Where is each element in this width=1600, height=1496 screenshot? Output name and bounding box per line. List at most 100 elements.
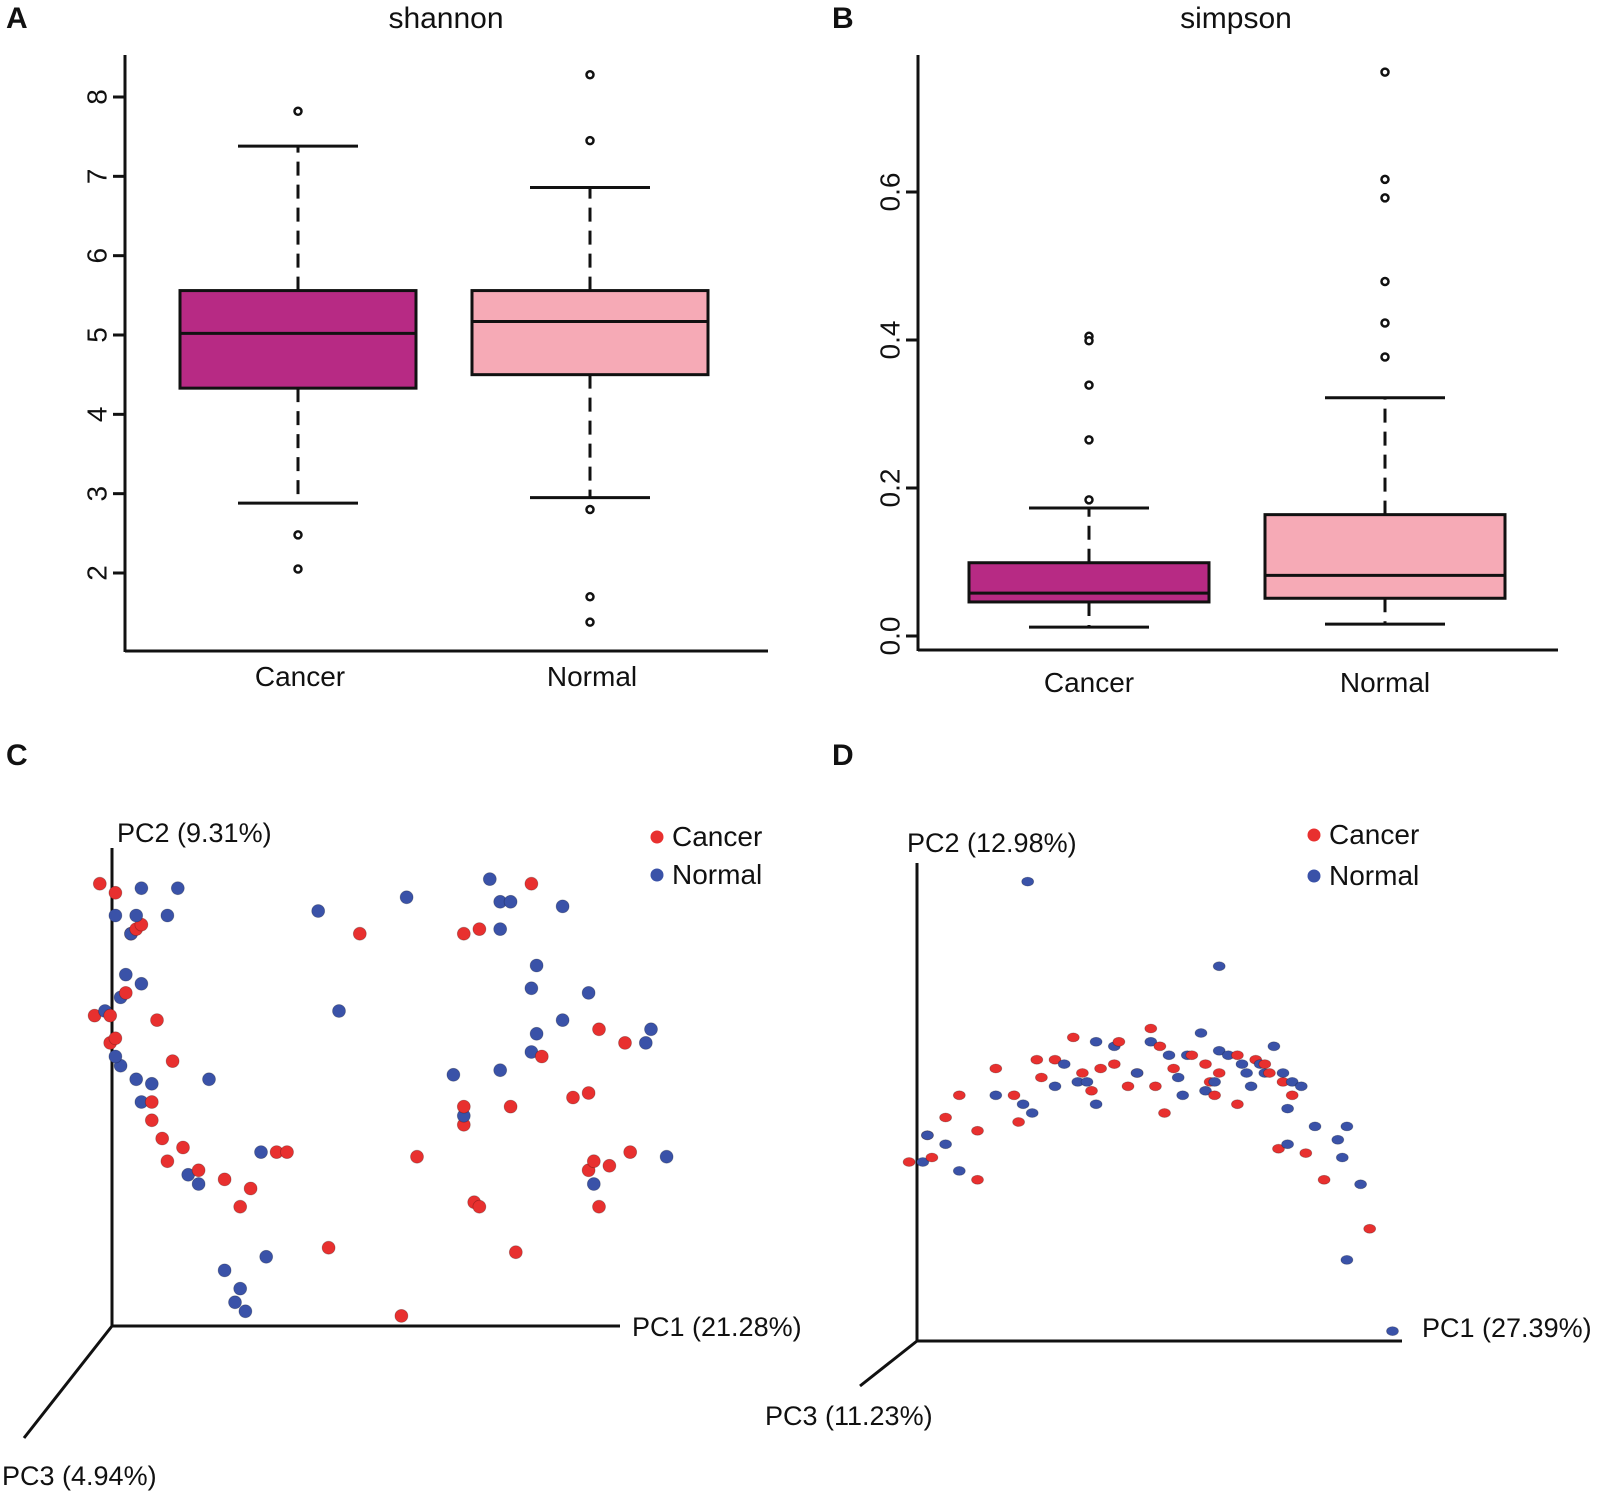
pcoa-c-point-cancer xyxy=(410,1149,424,1164)
pcoa-c-point-normal xyxy=(529,1026,544,1041)
pcoa-d-point-normal xyxy=(939,1139,952,1150)
shannon-cancer-outlier xyxy=(293,106,303,117)
pcoa-c-point-cancer xyxy=(155,1131,170,1146)
shannon-category-normal: Normal xyxy=(547,661,637,692)
simpson-normal-outlier xyxy=(1380,174,1390,185)
pcoa-d-point-cancer xyxy=(1185,1050,1199,1061)
simpson-ytick-label: 0.2 xyxy=(875,469,906,508)
pcoa-c-point-normal xyxy=(217,1263,232,1278)
pcoa-d-point-cancer xyxy=(1007,1090,1021,1101)
pcoa-c-point-normal xyxy=(170,881,185,896)
shannon-normal-outlier xyxy=(585,135,595,146)
pcoa-c-point-cancer xyxy=(233,1199,248,1214)
legend-d-cancer-marker xyxy=(1307,828,1321,842)
pcoa-c-point-normal xyxy=(108,908,123,923)
pcoa-c-point-cancer xyxy=(592,1022,606,1037)
pcoa-c-point-cancer xyxy=(581,1086,596,1100)
shannon-boxplot: shannon 2 3 4 5 6 7 8 Cancer Normal xyxy=(82,2,768,692)
pcoa-c-point-cancer xyxy=(623,1145,638,1159)
pcoa-d-z-axis xyxy=(859,1339,918,1388)
pcoa-d-point-cancer xyxy=(1158,1108,1171,1118)
shannon-title: shannon xyxy=(388,2,503,35)
pcoa-d-point-normal xyxy=(1340,1255,1354,1265)
pcoa-d-point-cancer xyxy=(1363,1223,1377,1234)
pcoa-d-point-cancer xyxy=(1272,1143,1285,1154)
pcoa-c-point-normal xyxy=(399,890,414,905)
pcoa-c-point-normal xyxy=(228,1295,242,1310)
simpson-normal-outlier xyxy=(1380,67,1390,77)
pcoa-d-point-cancer xyxy=(1208,1090,1221,1101)
pcoa-d-point-cancer xyxy=(1149,1081,1162,1092)
shannon-cancer-outlier xyxy=(293,530,303,540)
pcoa-d-point-cancer xyxy=(971,1174,984,1185)
shannon-normal-outlier xyxy=(585,592,595,602)
pcoa-c-point-normal xyxy=(108,1049,123,1064)
pcoa-d-point-normal xyxy=(1386,1326,1399,1336)
pcoa-c-point-normal xyxy=(638,1036,653,1050)
pcoa-d-point-cancer xyxy=(1107,1059,1121,1069)
pcoa-d-point-normal xyxy=(1340,1121,1354,1132)
pcoa-d-point-cancer xyxy=(1263,1068,1276,1078)
shannon-normal-outlier xyxy=(585,504,595,515)
pcoa-c-point-cancer xyxy=(144,1095,159,1109)
pcoa-d-point-normal xyxy=(1021,876,1035,887)
panel-letter-d: D xyxy=(832,739,854,772)
pcoa-d-point-normal xyxy=(952,1166,966,1176)
legend-d-cancer-label: Cancer xyxy=(1329,819,1419,850)
legend-d-normal-label: Normal xyxy=(1329,860,1419,891)
pcoa-d-point-cancer xyxy=(925,1152,939,1163)
pcoa-c-point-normal xyxy=(311,904,326,918)
simpson-ytick-label: 0.6 xyxy=(875,173,906,212)
pcoa-d-point-cancer xyxy=(1035,1072,1048,1083)
shannon-ytick-label: 5 xyxy=(82,327,113,343)
pcoa-d-pc1-label: PC1 (27.39%) xyxy=(1422,1313,1592,1343)
shannon-ytick-label: 4 xyxy=(82,407,113,423)
pcoa-d-point-normal xyxy=(1199,1085,1212,1096)
pcoa-c-point-cancer xyxy=(165,1054,180,1068)
pcoa-c-point-normal xyxy=(503,894,518,909)
pcoa-d-point-normal xyxy=(1235,1059,1249,1069)
pcoa-d-point-cancer xyxy=(1121,1081,1135,1092)
pcoa-c-point-cancer xyxy=(217,1172,232,1187)
pcoa-d-point-cancer xyxy=(952,1090,966,1101)
pcoa-c-point-normal xyxy=(191,1177,206,1191)
pcoa-c-point-cancer xyxy=(524,876,539,891)
pcoa-d-point-normal xyxy=(1335,1152,1349,1163)
pcoa-c-point-normal xyxy=(254,1145,268,1159)
pcoa-c-z-axis xyxy=(22,1325,114,1439)
pcoa-d-point-cancer xyxy=(989,1063,1003,1074)
pcoa-c-point-normal xyxy=(529,958,544,973)
pcoa-c-point-normal xyxy=(581,986,596,1000)
simpson-cancer-outlier xyxy=(1084,435,1094,445)
pcoa-c-point-normal xyxy=(493,1063,508,1078)
pcoa-d-point-normal xyxy=(1294,1081,1308,1092)
pcoa-c-point-cancer xyxy=(394,1309,409,1323)
simpson-category-cancer: Cancer xyxy=(1044,667,1134,698)
pcoa-c-point-cancer xyxy=(176,1140,190,1155)
pcoa-d-point-normal xyxy=(1144,1036,1158,1047)
simpson-normal-outlier xyxy=(1380,318,1390,328)
pcoa-d-point-cancer xyxy=(1199,1059,1212,1069)
pcoa-d-point-normal xyxy=(1244,1081,1258,1092)
pcoa-d-point-normal xyxy=(1331,1134,1345,1145)
pcoa-d-point-cancer xyxy=(1153,1041,1167,1052)
shannon-ytick-label: 6 xyxy=(82,248,113,264)
pcoa-c-point-cancer xyxy=(586,1154,601,1169)
pcoa-d-pc3-label: PC3 (11.23%) xyxy=(765,1401,933,1431)
pcoa-c-point-cancer xyxy=(618,1036,632,1050)
panel-letter-b: B xyxy=(832,2,854,35)
pcoa-c-point-normal xyxy=(446,1067,461,1082)
pcoa-c-point-cancer xyxy=(92,876,107,891)
pcoa-d-point-cancer xyxy=(1076,1068,1089,1078)
pcoa-c-point-normal xyxy=(332,1004,346,1018)
pcoa-c-point-cancer xyxy=(321,1240,336,1255)
pcoa-c-pc1-label: PC1 (21.28%) xyxy=(632,1312,802,1342)
legend-c-normal-label: Normal xyxy=(672,859,762,890)
pcoa-c-point-normal xyxy=(118,967,133,982)
pcoa-c-point-normal xyxy=(233,1281,248,1296)
pcoa-c-point-cancer xyxy=(534,1049,549,1064)
pcoa-c-point-cancer xyxy=(243,1181,258,1196)
pcoa-c-point-cancer xyxy=(103,1008,118,1023)
pcoa-c-point-cancer xyxy=(456,1099,471,1114)
